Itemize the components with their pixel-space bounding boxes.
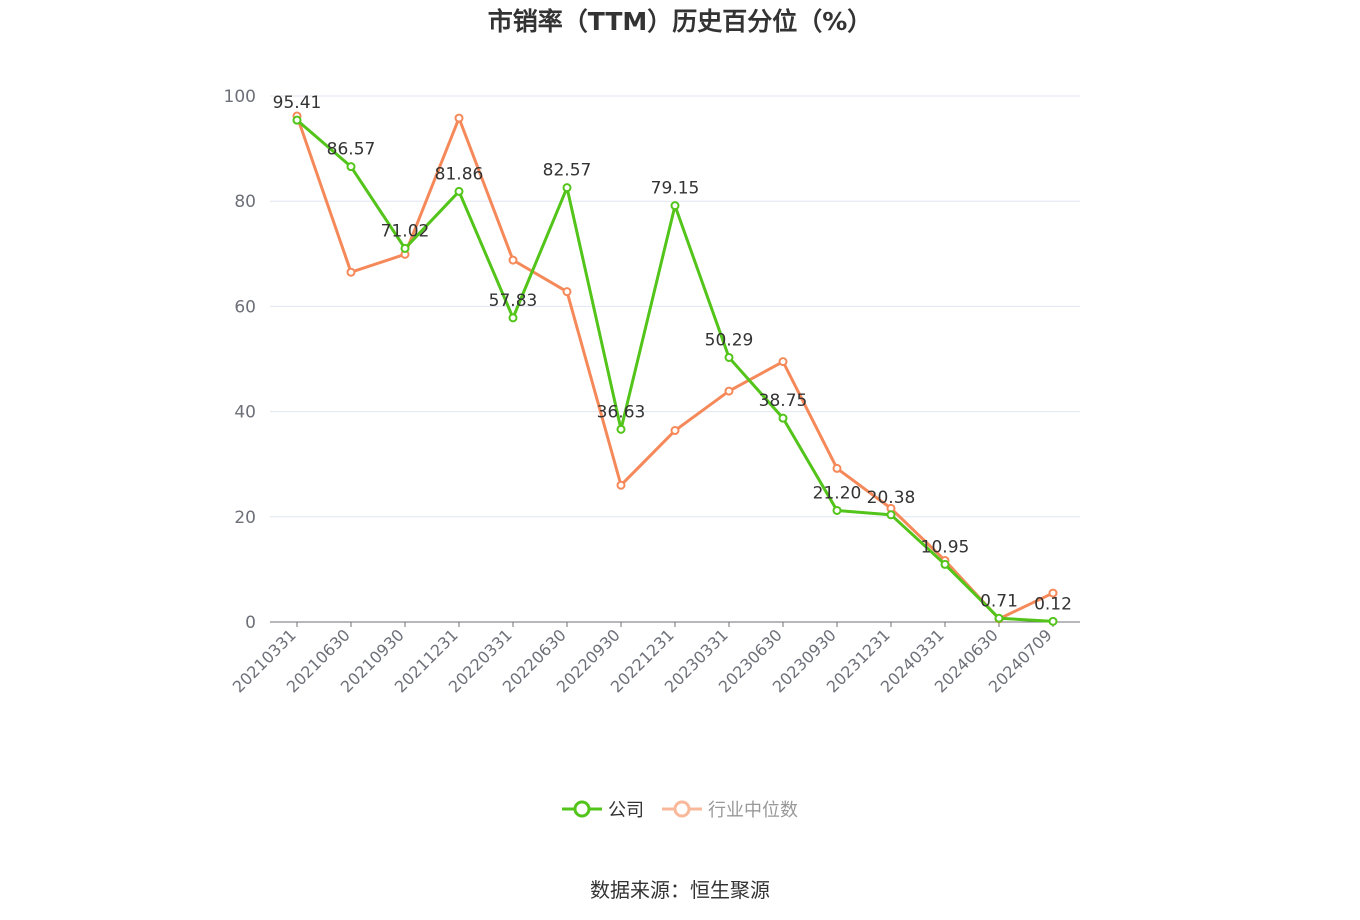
data-point — [508, 313, 518, 323]
data-point — [1048, 616, 1058, 626]
data-point — [292, 115, 302, 125]
data-point — [994, 613, 1004, 623]
legend-label: 公司 — [608, 800, 644, 821]
data-point — [778, 413, 788, 423]
data-point — [724, 352, 734, 362]
data-label: 79.15 — [651, 179, 700, 199]
data-point — [832, 505, 842, 515]
data-point — [616, 480, 626, 490]
source-note: 数据来源：恒生聚源 — [590, 878, 770, 902]
y-tick-label: 0 — [245, 613, 256, 633]
y-tick-label: 20 — [234, 508, 256, 528]
data-point — [940, 559, 950, 569]
legend: 公司 行业中位数 — [0, 796, 1360, 822]
y-tick-label: 100 — [224, 87, 256, 107]
legend-item[interactable]: 行业中位数 — [662, 796, 798, 822]
data-label: 86.57 — [327, 140, 376, 160]
data-label: 36.63 — [597, 402, 646, 422]
data-label: 20.38 — [867, 488, 916, 508]
data-point — [562, 287, 572, 297]
grid-layer — [270, 95, 1080, 518]
data-label: 38.75 — [759, 391, 808, 411]
data-point — [346, 267, 356, 277]
data-point — [832, 463, 842, 473]
data-point — [346, 162, 356, 172]
legend-label: 行业中位数 — [708, 800, 798, 821]
data-label: 95.41 — [273, 93, 322, 113]
data-label: 10.95 — [921, 537, 970, 557]
data-point — [508, 255, 518, 265]
data-label: 57.83 — [489, 291, 538, 311]
chart-title: 市销率（TTM）历史百分位（%） — [487, 7, 873, 36]
data-label: 81.86 — [435, 164, 484, 184]
data-point — [454, 186, 464, 196]
data-label: 0.12 — [1034, 594, 1072, 614]
data-point — [724, 386, 734, 396]
legend-item[interactable]: 公司 — [562, 796, 644, 822]
legend-swatch — [562, 800, 602, 818]
line-chart: 0204060801002021033120210630202109302021… — [224, 87, 1080, 696]
y-tick-label: 80 — [234, 192, 256, 212]
y-tick-label: 40 — [234, 403, 256, 423]
data-point — [778, 357, 788, 367]
y-tick-label: 60 — [234, 297, 256, 317]
data-label: 82.57 — [543, 161, 592, 181]
data-point — [400, 243, 410, 253]
data-point — [670, 201, 680, 211]
data-label: 0.71 — [980, 591, 1018, 611]
data-point — [886, 510, 896, 520]
data-point — [454, 113, 464, 123]
legend-swatch — [662, 800, 702, 818]
data-label: 71.02 — [381, 221, 430, 241]
data-label: 50.29 — [705, 330, 754, 350]
series-layer — [292, 111, 1058, 626]
label-layer: 95.41 86.57 71.02 81.86 57.83 82.57 36.63 79.15… — [273, 93, 1072, 614]
data-point — [670, 426, 680, 436]
data-point — [562, 183, 572, 193]
data-point — [616, 424, 626, 434]
data-point — [1048, 588, 1058, 598]
data-label: 21.20 — [813, 483, 862, 503]
